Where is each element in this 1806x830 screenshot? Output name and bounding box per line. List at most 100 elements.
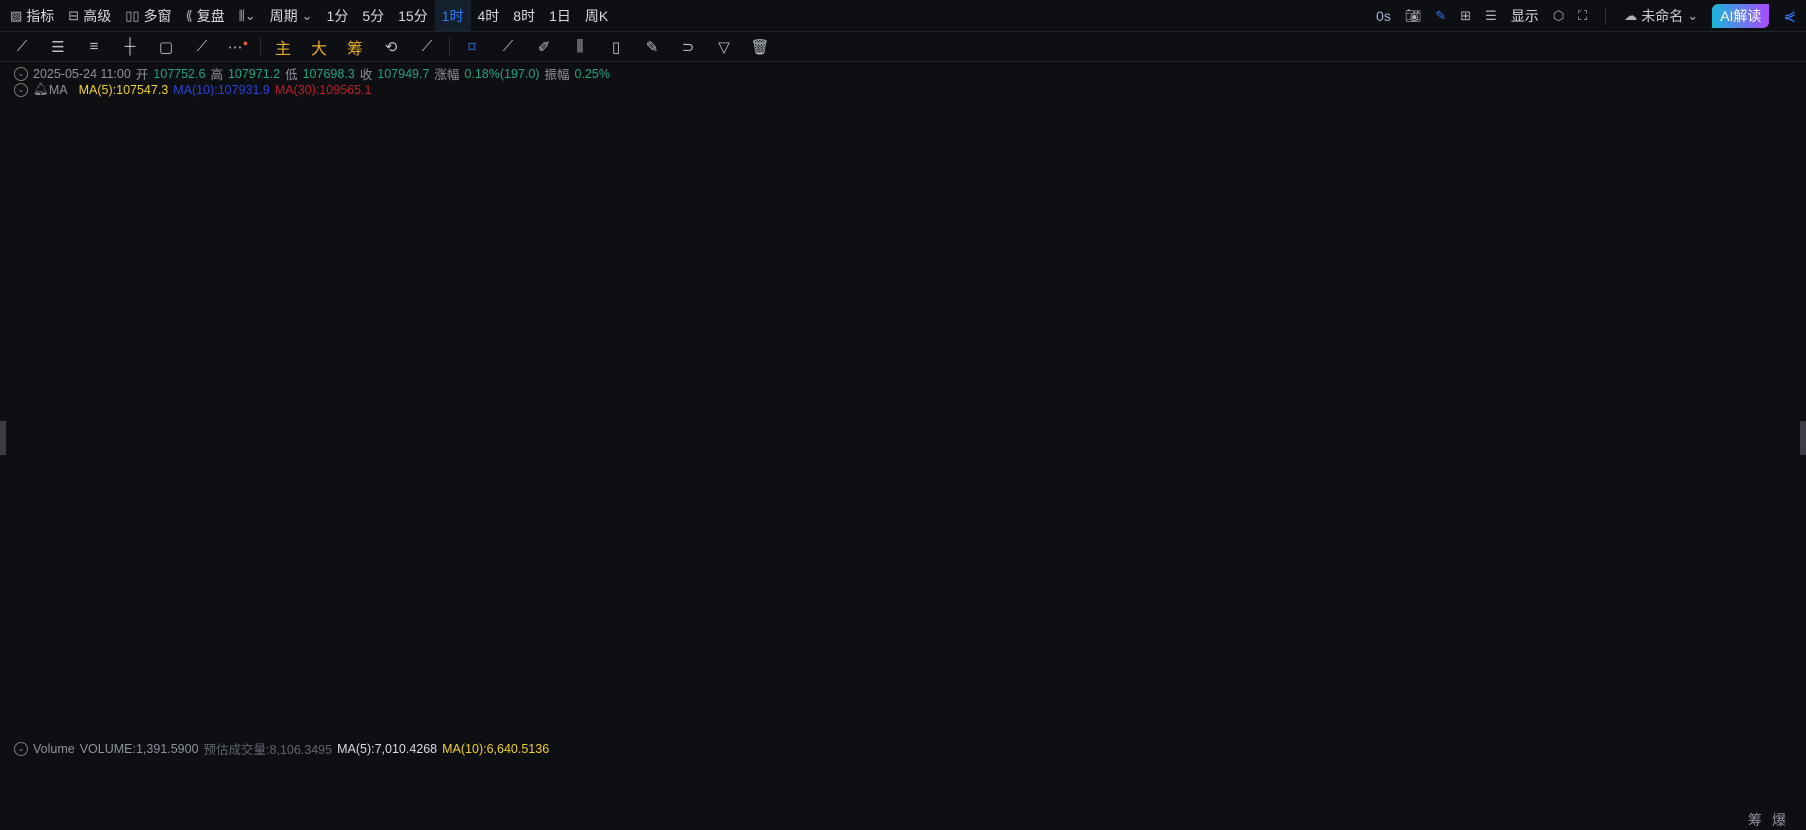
volume-bar bbox=[177, 795, 179, 798]
volume-bar bbox=[1344, 796, 1346, 798]
collapse-icon[interactable]: ⌄ bbox=[14, 741, 28, 756]
candle-body bbox=[1137, 252, 1139, 255]
camera-icon[interactable]: 📷︎ bbox=[1404, 7, 1422, 23]
chips-button[interactable]: 筹 bbox=[1748, 812, 1772, 828]
volume-bar bbox=[888, 796, 890, 798]
toolbar-rewind-button[interactable]: ⟪ 复盘 bbox=[179, 0, 232, 31]
period-select[interactable]: 周期 ⌄ bbox=[263, 0, 320, 31]
volume-bar bbox=[944, 796, 946, 798]
brush-icon[interactable]: ✐ bbox=[537, 38, 551, 56]
volume-bar bbox=[539, 796, 542, 798]
candles-icon[interactable]: ⫼ bbox=[576, 38, 584, 55]
candle-body bbox=[991, 293, 993, 302]
period-tab[interactable]: 周K bbox=[584, 7, 609, 24]
bookmark-icon[interactable]: ⌑ bbox=[468, 38, 476, 56]
volume-bar bbox=[202, 795, 204, 798]
collapse-icon[interactable]: ⌄ bbox=[14, 82, 28, 97]
volume-bar bbox=[1034, 796, 1037, 798]
right-panel-handle[interactable] bbox=[1800, 421, 1806, 455]
candle-body bbox=[636, 409, 638, 411]
display-button[interactable]: 显示 bbox=[1510, 7, 1539, 24]
x-tick-label: 5月 24 bbox=[1333, 810, 1370, 824]
candle-body bbox=[445, 531, 447, 534]
candle-body bbox=[725, 390, 727, 392]
fullscreen-icon[interactable]: ⛶ bbox=[1578, 7, 1588, 23]
period-tab[interactable]: 5分 bbox=[362, 7, 385, 24]
candle-body bbox=[978, 319, 980, 321]
hide-drawings-icon[interactable]: ⟋ bbox=[421, 38, 433, 55]
trend-line-icon[interactable]: ⟋ bbox=[16, 38, 28, 55]
toolbar-chart-line-button[interactable]: ▨ 指标 bbox=[3, 0, 61, 31]
list-icon[interactable]: ☰ bbox=[1485, 7, 1497, 23]
sync-icon[interactable]: ⟲ bbox=[384, 38, 398, 56]
bell-icon[interactable]: 🔔︎ bbox=[33, 82, 49, 96]
volume-bar bbox=[196, 796, 198, 798]
share-icon[interactable]: ⋞ bbox=[1783, 7, 1796, 25]
period-tab[interactable]: 8时 bbox=[513, 7, 536, 24]
overlay-button[interactable]: 主 bbox=[274, 40, 291, 58]
candle-body bbox=[822, 355, 824, 359]
parallel-lines-icon[interactable]: ☰ bbox=[51, 38, 65, 56]
magnet-icon[interactable]: ⊃ bbox=[681, 38, 695, 56]
volume-bar bbox=[898, 795, 900, 798]
volume-bar bbox=[219, 796, 221, 798]
candle-body bbox=[1310, 146, 1312, 148]
toolbar-layers-button[interactable]: ⊟ 高级 bbox=[61, 0, 118, 31]
candle-body bbox=[299, 562, 302, 567]
overlay-button[interactable]: 大 bbox=[310, 40, 327, 58]
candle-body bbox=[105, 540, 107, 543]
note-icon[interactable]: ✎ bbox=[645, 38, 659, 56]
volume-bar bbox=[354, 797, 356, 798]
more-icon[interactable]: ⋯● bbox=[227, 37, 249, 56]
candle-body bbox=[786, 382, 789, 384]
volume-bar bbox=[441, 797, 443, 798]
volume-bar bbox=[875, 796, 877, 798]
volume-bar bbox=[804, 795, 806, 798]
candle-body bbox=[883, 360, 885, 362]
period-tab[interactable]: 4时 bbox=[477, 7, 500, 24]
collapse-icon[interactable]: ⌄ bbox=[14, 66, 28, 81]
volume-bar bbox=[556, 795, 559, 798]
volume-bar bbox=[652, 796, 654, 798]
candle-body bbox=[308, 578, 311, 586]
volume-bar bbox=[433, 795, 435, 798]
horizontal-ray-icon[interactable]: ┼ bbox=[124, 38, 136, 55]
trash-icon[interactable]: 🗑︎ bbox=[750, 38, 770, 56]
ruler-icon[interactable]: ⟋ bbox=[502, 38, 514, 55]
volume-bar bbox=[1174, 795, 1176, 798]
settings-icon[interactable]: ⬡ bbox=[1552, 7, 1565, 23]
liquidation-button[interactable]: 爆 bbox=[1772, 812, 1796, 828]
candle-body bbox=[395, 544, 397, 547]
candle-body bbox=[337, 593, 339, 597]
candle-body bbox=[431, 530, 433, 532]
candle-body bbox=[647, 413, 649, 417]
candle-body bbox=[645, 412, 647, 417]
battery-icon[interactable]: ▯ bbox=[611, 38, 621, 56]
volume-bar bbox=[1179, 795, 1181, 798]
ai-interpret-button[interactable]: AI解读 bbox=[1712, 3, 1770, 28]
volume-bar bbox=[751, 796, 753, 798]
pencil-icon[interactable]: ✎ bbox=[1435, 7, 1447, 23]
layout-select[interactable]: ☁ 未命名 ⌄ bbox=[1624, 6, 1698, 26]
candle-body bbox=[910, 379, 912, 384]
chart-type-select[interactable]: ⫼⌄ bbox=[232, 0, 263, 31]
volume-bar bbox=[324, 797, 326, 798]
period-tab[interactable]: 1日 bbox=[549, 7, 571, 24]
rectangle-icon[interactable]: ▢ bbox=[158, 38, 174, 56]
pen-icon[interactable]: ⟋ bbox=[196, 38, 208, 55]
period-tab[interactable]: 1分 bbox=[326, 7, 349, 24]
filter-icon[interactable]: ▽ bbox=[718, 38, 730, 56]
period-tab[interactable]: 1时 bbox=[434, 0, 471, 31]
period-tab[interactable]: 15分 bbox=[398, 7, 428, 24]
toolbar-right: 0s 📷︎ ✎ ⊞ ☰ 显示 ⬡ ⛶ ☁ 未命名 ⌄ AI解读 ⋞ bbox=[1376, 0, 1806, 31]
candle-body bbox=[1199, 243, 1201, 248]
left-panel-handle[interactable] bbox=[0, 421, 6, 455]
volume-bar bbox=[856, 796, 858, 798]
volume-bar bbox=[403, 795, 405, 798]
add-window-icon[interactable]: ⊞ bbox=[1460, 7, 1472, 23]
overlay-button[interactable]: 筹 bbox=[346, 40, 363, 58]
toolbar-grid-button[interactable]: ▯▯ 多窗 bbox=[118, 0, 178, 31]
horizontal-lines-icon[interactable]: ≡ bbox=[89, 38, 99, 55]
volume-bar bbox=[505, 796, 507, 798]
